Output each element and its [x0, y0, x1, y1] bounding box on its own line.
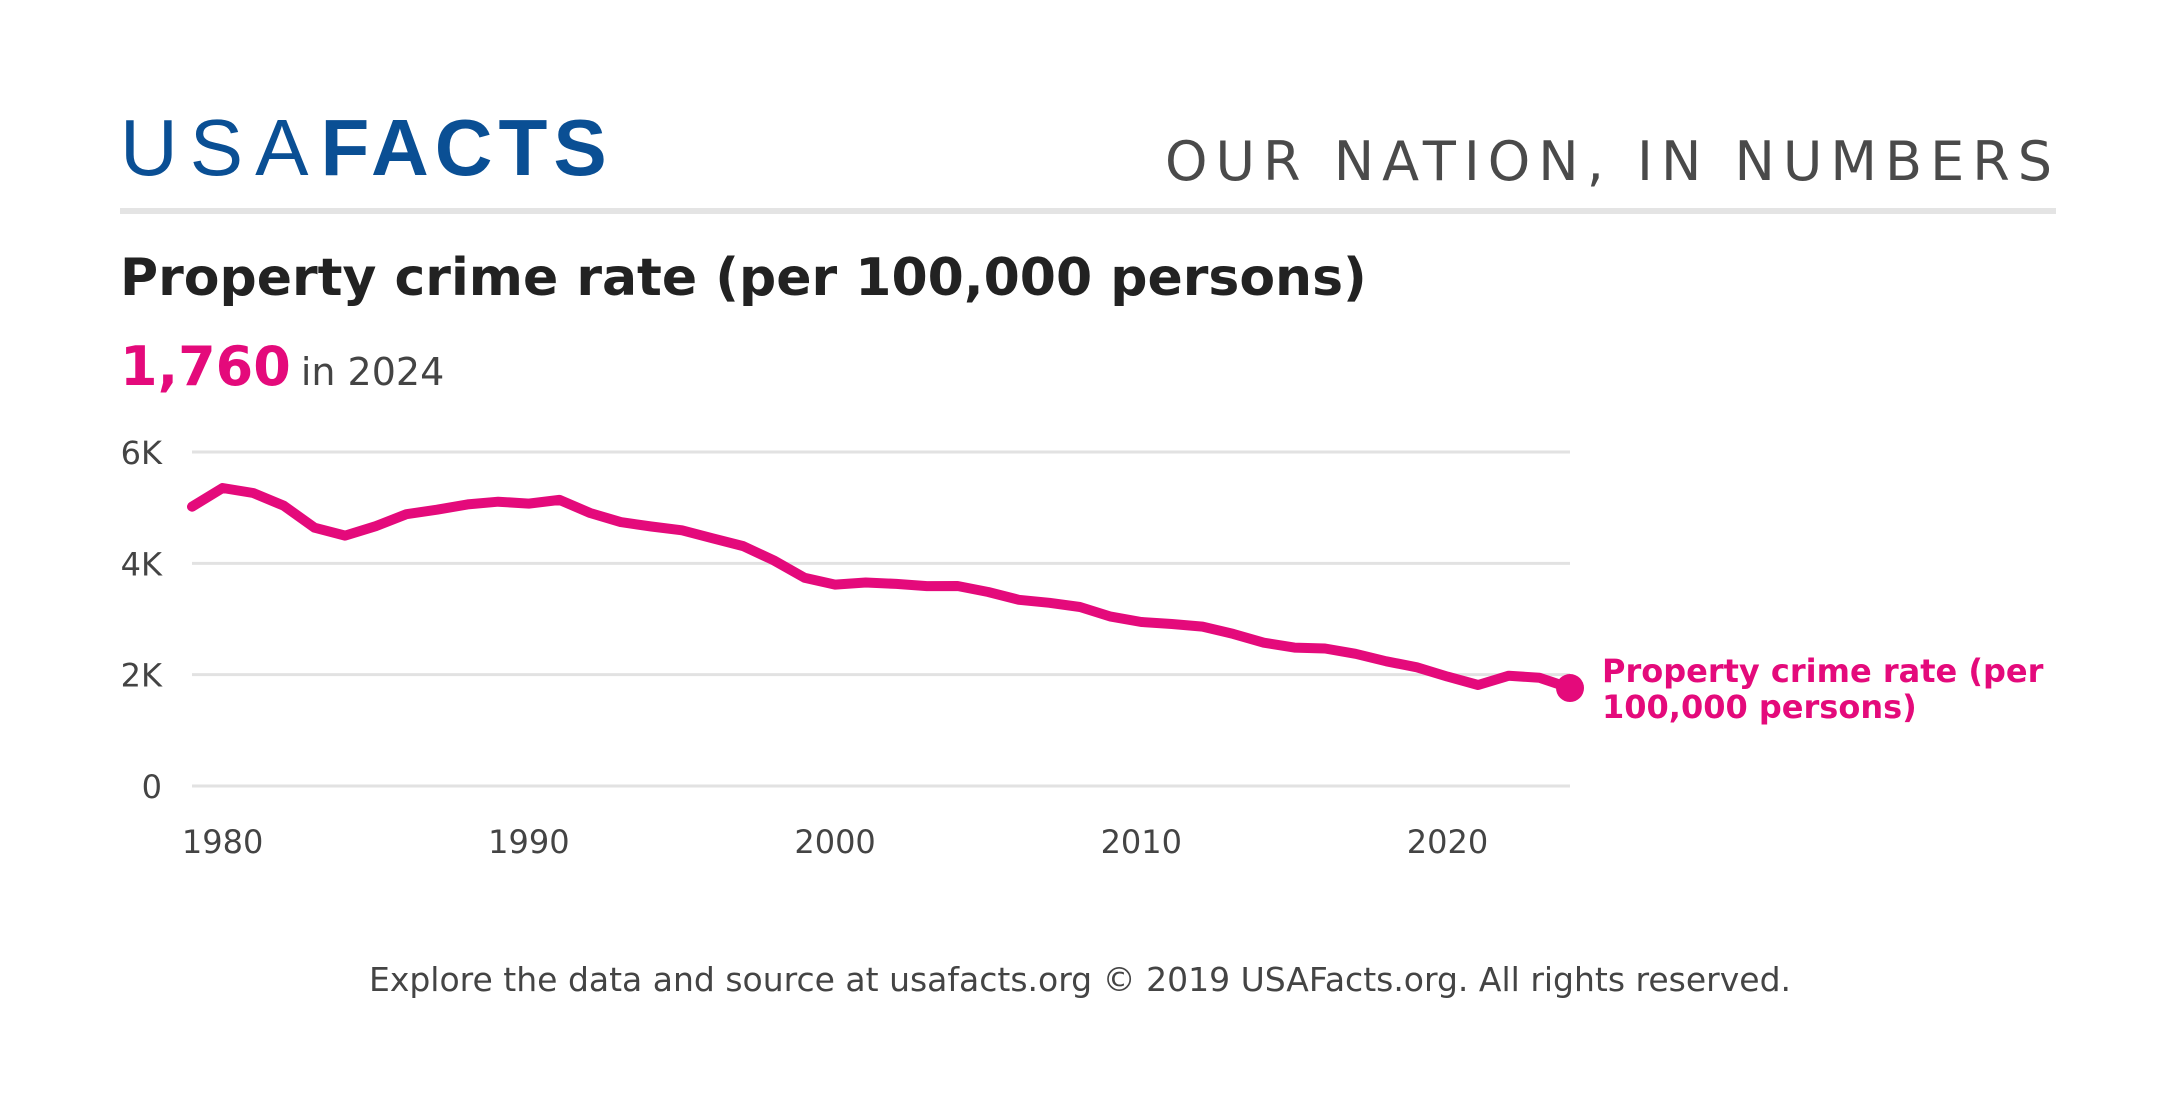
chart-title: Property crime rate (per 100,000 persons… [120, 248, 1367, 308]
series-line [187, 483, 1575, 693]
x-tick-label: 2010 [1101, 823, 1182, 861]
logo-text-facts: FACTS [320, 103, 613, 192]
x-tick-label: 1980 [182, 823, 263, 861]
y-tick-label: 0 [142, 768, 162, 806]
end-point-marker [1556, 674, 1584, 703]
series-label: Property crime rate (per 100,000 persons) [1602, 652, 2044, 726]
y-tick-label: 4K [121, 545, 163, 583]
y-tick-label: 2K [121, 657, 163, 695]
line-chart: 0 2K 4K 6K 1980 1990 2000 2010 2020 Property crim… [121, 434, 2044, 861]
headline-suffix: in 2024 [300, 350, 445, 394]
x-tick-label: 2000 [794, 823, 875, 861]
x-tick-label: 2020 [1407, 823, 1488, 861]
footer-credit: Explore the data and source at usafacts.… [368, 960, 1792, 999]
x-tick-label: 1990 [488, 823, 569, 861]
header-divider [120, 208, 2056, 214]
usafacts-logo[interactable]: USAFACTS [120, 108, 613, 188]
logo-text-usa: USA [120, 103, 321, 192]
tagline: OUR NATION, IN NUMBERS [1165, 130, 2060, 193]
headline-stat: 1,760 in 2024 [120, 335, 444, 398]
y-tick-label: 6K [121, 434, 163, 472]
headline-value: 1,760 [120, 335, 291, 398]
